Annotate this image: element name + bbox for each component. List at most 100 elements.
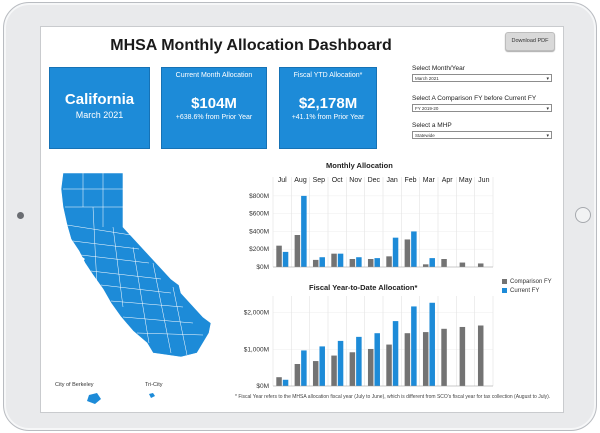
fiscal-ytd-card: Fiscal YTD Allocation* $2,178M +41.1% fr… — [279, 67, 377, 149]
mhp-select[interactable]: Statewide ▾ — [412, 131, 552, 139]
current-bar — [356, 257, 362, 267]
dashboard-screen: MHSA Monthly Allocation Dashboard Downlo… — [40, 26, 564, 413]
month-year-select[interactable]: March 2021 ▾ — [412, 74, 552, 82]
comparison-bar — [441, 328, 447, 386]
comparison-bar — [459, 326, 466, 386]
current-bar — [337, 340, 344, 386]
current-bar — [429, 258, 435, 267]
berkeley-region[interactable] — [87, 393, 101, 404]
comparison-bar — [331, 355, 337, 386]
camera-icon — [17, 212, 24, 219]
comparison-swatch — [502, 279, 507, 284]
month-year-label: Select Month/Year — [412, 65, 465, 72]
comparison-bar — [294, 364, 301, 386]
category-label: Dec — [368, 177, 381, 184]
comparison-bar — [386, 256, 392, 267]
legend-current-label: Current FY — [510, 288, 540, 295]
mhp-label: Select a MHP — [412, 122, 452, 129]
category-label: Oct — [332, 177, 343, 184]
state-card: California March 2021 — [49, 67, 150, 149]
comparison-bar — [477, 325, 484, 386]
download-pdf-button[interactable]: Download PDF — [505, 32, 555, 51]
comparison-bar — [422, 264, 429, 267]
category-label: Jul — [278, 177, 287, 184]
current-swatch — [502, 288, 507, 293]
current-month-value: $104M — [191, 95, 237, 112]
current-month-change: +638.6% from Prior Year — [175, 114, 253, 121]
fiscal-ytd-change: +41.1% from Prior Year — [291, 114, 365, 121]
legend-comparison-label: Comparison FY — [510, 279, 552, 286]
category-label: Jan — [387, 177, 398, 184]
current-bar — [429, 302, 435, 386]
current-bar — [374, 333, 380, 386]
comparison-bar — [294, 235, 301, 267]
monthly-allocation-chart: $0M $200M $400M $600M $800M Jul Aug Sep Oct Nov De… — [249, 177, 494, 271]
legend-current: Current FY — [502, 288, 539, 294]
current-bar — [356, 336, 362, 386]
y-tick-label: $800M — [249, 193, 269, 200]
monthly-chart-title: Monthly Allocation — [326, 161, 393, 170]
county-borders — [63, 173, 204, 356]
state-name: California — [64, 91, 135, 108]
current-month-title: Current Month Allocation — [175, 72, 253, 79]
comparison-fy-value: FY 2019-20 — [415, 106, 439, 111]
current-bar — [319, 257, 325, 267]
current-bar — [374, 258, 380, 267]
comparison-bar — [404, 239, 411, 267]
category-label: May — [459, 177, 473, 184]
comparison-bar — [331, 253, 337, 267]
y-tick-label: $400M — [249, 228, 269, 235]
comparison-bar — [367, 348, 374, 386]
category-label: Jun — [478, 177, 489, 184]
california-map[interactable] — [53, 167, 223, 407]
category-label: Nov — [349, 177, 362, 184]
current-bar — [319, 346, 325, 386]
current-month-card: Current Month Allocation $104M +638.6% f… — [161, 67, 267, 149]
comparison-bar — [349, 259, 356, 267]
comparison-bar — [312, 259, 319, 267]
comparison-fy-label: Select A Comparison FY before Current FY — [412, 95, 537, 102]
month-year-value: March 2021 — [415, 76, 439, 81]
comparison-bar — [276, 245, 282, 267]
category-label: Aug — [294, 177, 307, 184]
current-bar — [392, 321, 399, 386]
footnote: * Fiscal Year refers to the MHSA allocat… — [235, 394, 551, 400]
y-tick-label: $200M — [249, 246, 269, 253]
comparison-bar — [312, 361, 319, 386]
category-label: Mar — [423, 177, 436, 184]
comparison-bar — [459, 262, 466, 267]
bay-area-gap — [77, 253, 85, 263]
comparison-bar — [367, 259, 374, 267]
current-bar — [411, 306, 417, 386]
current-bar — [301, 195, 307, 267]
comparison-bar — [404, 333, 411, 386]
y-tick-label: $0M — [256, 264, 269, 271]
comparison-bar — [386, 344, 392, 386]
tablet-frame: MHSA Monthly Allocation Dashboard Downlo… — [3, 2, 597, 431]
comparison-bar — [349, 352, 356, 386]
comparison-bar — [422, 332, 429, 386]
fiscal-ytd-title: Fiscal YTD Allocation* — [293, 72, 363, 79]
comparison-bar — [276, 377, 282, 386]
current-bar — [301, 350, 307, 386]
chevron-down-icon: ▾ — [546, 133, 549, 139]
y-tick-label: $0M — [256, 383, 269, 390]
fiscal-ytd-value: $2,178M — [298, 95, 358, 112]
comparison-bar — [441, 259, 447, 267]
legend-comparison: Comparison FY — [502, 279, 552, 285]
tri-city-label: Tri-City — [145, 382, 163, 388]
page-title: MHSA Monthly Allocation Dashboard — [110, 37, 392, 54]
category-label: Apr — [442, 177, 454, 184]
mhp-value: Statewide — [415, 133, 435, 138]
home-button[interactable] — [575, 207, 591, 223]
city-of-berkeley-label: City of Berkeley — [55, 382, 94, 388]
current-bar — [411, 231, 417, 267]
comparison-fy-select[interactable]: FY 2019-20 ▾ — [412, 104, 552, 112]
current-bar — [282, 379, 289, 386]
comparison-bar — [477, 263, 484, 267]
tri-city-region[interactable] — [149, 393, 155, 398]
current-bar — [392, 237, 399, 267]
state-period: March 2021 — [75, 110, 124, 120]
y-tick-label: $600M — [249, 211, 269, 218]
chevron-down-icon: ▾ — [546, 76, 549, 82]
